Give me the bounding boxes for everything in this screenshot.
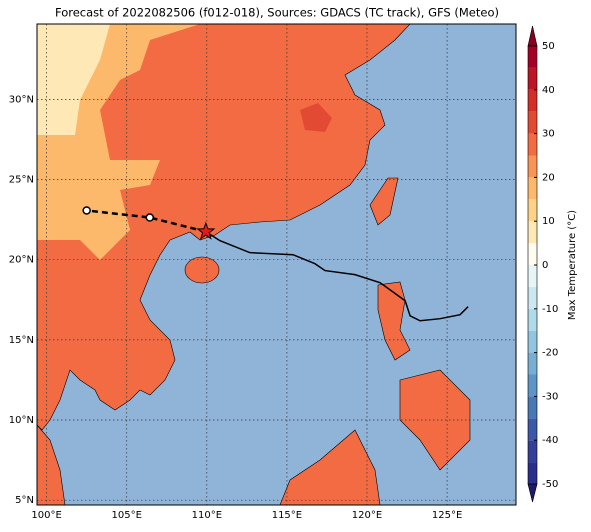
land-borneo	[279, 429, 381, 505]
mild-region	[37, 24, 110, 135]
y-tick-label: 15°N	[9, 335, 34, 346]
colorbar-tick-label: 50	[542, 41, 555, 52]
colorbar: -50 -40 -30 -20 -10 0 10 20 30 40 50 Max Temperatur…	[527, 25, 578, 503]
current-position	[196, 221, 216, 240]
forecast-point	[145, 213, 155, 222]
land-hainan	[184, 256, 220, 284]
land-peninsula	[37, 424, 66, 505]
x-tick-label: 105°E	[112, 510, 142, 521]
colorbar-under	[527, 483, 538, 503]
colorbar-band	[528, 352, 537, 375]
colorbar-tick-label: 0	[542, 260, 548, 271]
colorbar-band	[528, 199, 537, 222]
colorbar-band	[528, 374, 537, 397]
axis-labels: 100°E 105°E 110°E 115°E 120°E 125°E 5°N 10°N 15°…	[9, 94, 463, 521]
colorbar-band	[528, 67, 537, 90]
colorbar-over	[527, 25, 538, 47]
y-tick-label: 30°N	[9, 94, 34, 105]
colorbar-tick-label: 10	[542, 216, 555, 227]
colorbar-band	[528, 155, 537, 178]
colorbar-tick-label: -20	[542, 348, 558, 359]
colorbar-tick-label: -50	[542, 479, 558, 490]
colorbar-band	[528, 177, 537, 200]
colorbar-band	[528, 286, 537, 309]
colorbar-band	[528, 46, 537, 68]
colorbar-band	[528, 330, 537, 353]
track-line	[205, 231, 469, 322]
colorbar-band	[528, 440, 537, 463]
map-frame	[36, 23, 517, 506]
colorbar-label: Max Temperature (°C)	[567, 210, 578, 320]
y-tick-label: 25°N	[9, 175, 34, 186]
colorbar-tick-label: 40	[542, 85, 555, 96]
forecast-point	[82, 206, 91, 215]
x-tick-label: 120°E	[352, 510, 382, 521]
map-title: Forecast of 2022082506 (f012-018), Sourc…	[55, 6, 499, 20]
colorbar-band	[528, 133, 537, 156]
colorbar-band	[528, 308, 537, 331]
colorbar-band	[528, 418, 537, 441]
x-tick-label: 110°E	[192, 510, 222, 521]
y-tick-label: 10°N	[9, 415, 34, 426]
colorbar-band	[528, 265, 537, 287]
x-tick-label: 115°E	[272, 510, 302, 521]
colorbar-band	[528, 89, 537, 112]
colorbar-tick-label: 30	[542, 129, 555, 140]
colorbar-tick-label: -30	[542, 391, 558, 402]
colorbar-tick-label: -10	[542, 304, 558, 315]
overlay	[37, 24, 516, 505]
colorbar-band	[528, 221, 537, 244]
colorbar-tick-label: -40	[542, 435, 558, 446]
forecast-line	[86, 209, 207, 233]
colorbar-band	[528, 396, 537, 419]
colorbar-band	[528, 243, 537, 265]
y-tick-label: 5°N	[15, 495, 34, 506]
colorbar-tick-label: 20	[542, 172, 555, 183]
map-area	[37, 24, 516, 505]
colorbar-band	[528, 462, 537, 484]
y-tick-label: 20°N	[9, 255, 34, 266]
colorbar-band	[528, 111, 537, 134]
hot-patch	[300, 103, 332, 132]
x-tick-label: 100°E	[31, 510, 61, 521]
land-taiwan	[369, 177, 399, 226]
x-tick-label: 125°E	[432, 510, 462, 521]
land-luzon	[377, 281, 411, 361]
land-mindanao	[399, 369, 471, 471]
